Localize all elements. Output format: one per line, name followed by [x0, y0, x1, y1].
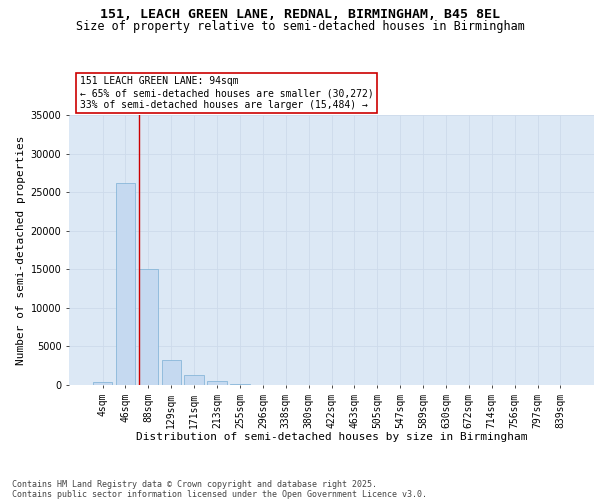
- X-axis label: Distribution of semi-detached houses by size in Birmingham: Distribution of semi-detached houses by …: [136, 432, 527, 442]
- Bar: [208, 382, 227, 385]
- Text: 151 LEACH GREEN LANE: 94sqm
← 65% of semi-detached houses are smaller (30,272)
3: 151 LEACH GREEN LANE: 94sqm ← 65% of sem…: [79, 76, 373, 110]
- Text: 151, LEACH GREEN LANE, REDNAL, BIRMINGHAM, B45 8EL: 151, LEACH GREEN LANE, REDNAL, BIRMINGHA…: [100, 8, 500, 20]
- Bar: [230, 384, 250, 385]
- Text: Size of property relative to semi-detached houses in Birmingham: Size of property relative to semi-detach…: [76, 20, 524, 33]
- Bar: [161, 360, 181, 385]
- Y-axis label: Number of semi-detached properties: Number of semi-detached properties: [16, 135, 26, 365]
- Bar: [139, 268, 158, 385]
- Text: Contains HM Land Registry data © Crown copyright and database right 2025.
Contai: Contains HM Land Registry data © Crown c…: [12, 480, 427, 499]
- Bar: [116, 183, 135, 385]
- Bar: [184, 375, 204, 385]
- Bar: [93, 382, 112, 385]
